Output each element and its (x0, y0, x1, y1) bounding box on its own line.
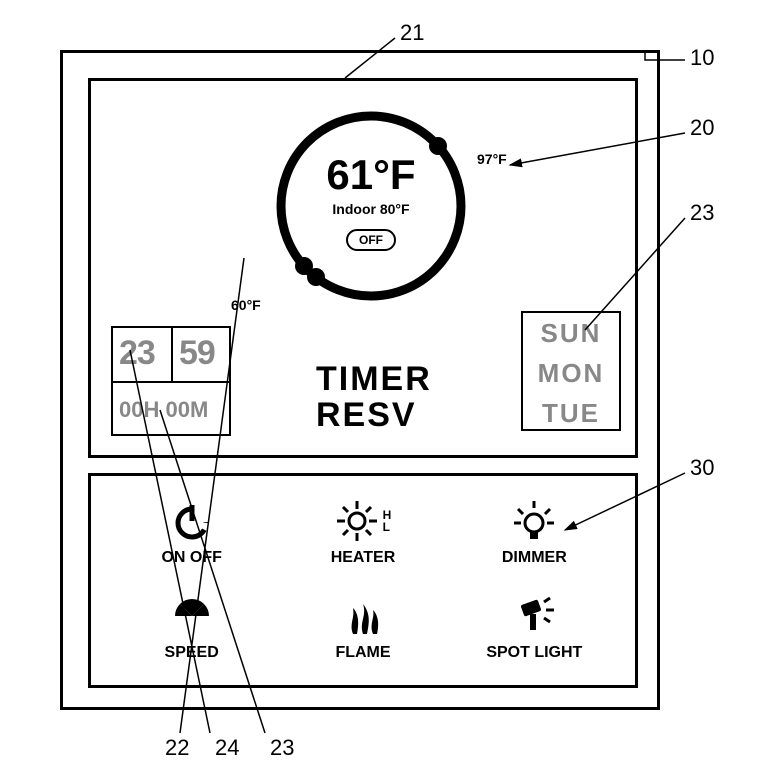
bulb-rays-icon (512, 499, 556, 543)
callout-20: 20 (690, 115, 714, 141)
dial-indoor-temp: Indoor 80°F (266, 201, 476, 217)
dial-current-temp: 61°F (266, 151, 476, 199)
day-sun: SUN (523, 313, 619, 353)
sun-icon (335, 499, 379, 543)
power-icon (170, 499, 214, 543)
heater-button[interactable]: HL HEATER (277, 486, 448, 581)
flame-button[interactable]: FLAME (277, 581, 448, 676)
button-panel: ON OFF HL (88, 473, 638, 688)
callout-30: 30 (690, 455, 714, 481)
dial-high-temp-label: 97°F (477, 151, 507, 167)
time-box-hours-minutes[interactable]: 23 59 (111, 326, 231, 381)
on-off-label: ON OFF (161, 549, 221, 567)
speed-button[interactable]: SPEED (106, 581, 277, 676)
fan-icon (170, 594, 214, 638)
callout-21: 21 (400, 20, 424, 46)
heater-label: HEATER (331, 549, 396, 567)
flame-icon (341, 594, 385, 638)
dial-handle-low-2[interactable] (307, 268, 325, 286)
flame-label: FLAME (335, 644, 390, 662)
time-duration: 00H 00M (119, 397, 208, 423)
outer-frame: 61°F Indoor 80°F OFF 60°F 97°F 23 59 00H… (60, 50, 660, 710)
display-panel: 61°F Indoor 80°F OFF 60°F 97°F 23 59 00H… (88, 78, 638, 458)
day-mon: MON (523, 353, 619, 393)
timer-resv-label: TIMER RESV (316, 361, 432, 433)
spotlight-button[interactable]: SPOT LIGHT (449, 581, 620, 676)
time-hours: 23 (119, 334, 155, 373)
dimmer-label: DIMMER (502, 549, 567, 567)
days-box[interactable]: SUN MON TUE (521, 311, 621, 431)
day-tue: TUE (523, 393, 619, 433)
dial-low-temp-label: 60°F (231, 297, 261, 313)
dimmer-button[interactable]: DIMMER (449, 486, 620, 581)
heater-hl: HL (383, 509, 392, 533)
spotlight-label: SPOT LIGHT (486, 644, 582, 662)
spot-icon (512, 594, 556, 638)
callout-22: 22 (165, 735, 189, 761)
dial-status-button[interactable]: OFF (346, 229, 396, 251)
callout-10: 10 (690, 45, 714, 71)
speed-label: SPEED (165, 644, 219, 662)
callout-23: 23 (690, 200, 714, 226)
callout-23: 23 (270, 735, 294, 761)
on-off-button[interactable]: ON OFF (106, 486, 277, 581)
time-box-duration[interactable]: 00H 00M (111, 381, 231, 436)
time-minutes: 59 (179, 334, 215, 373)
temperature-dial[interactable]: 61°F Indoor 80°F OFF (266, 101, 476, 311)
callout-24: 24 (215, 735, 239, 761)
